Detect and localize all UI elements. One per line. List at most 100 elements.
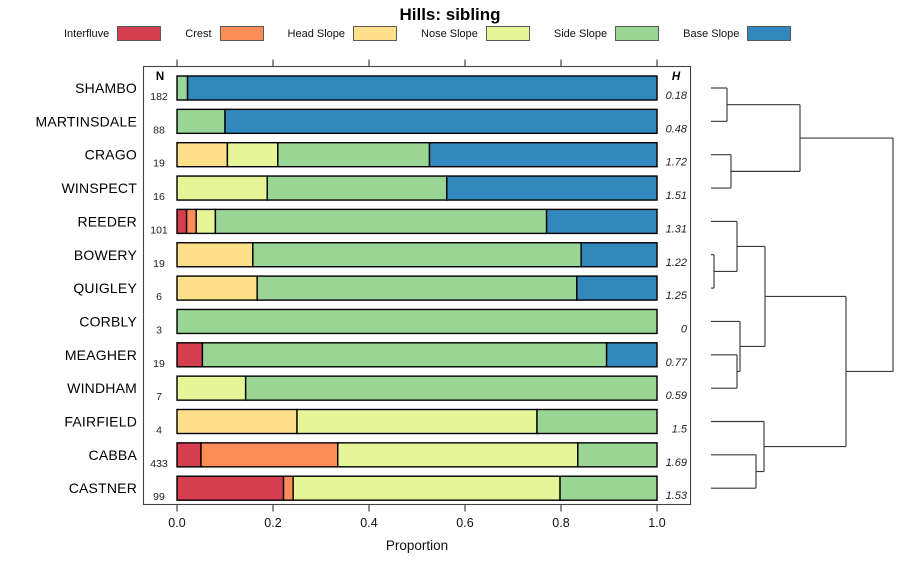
legend-item-base-slope: Base Slope (683, 26, 792, 41)
bar-segment-nose-slope (176, 375, 247, 401)
bars (176, 75, 658, 501)
n-value: 3 (156, 324, 162, 336)
bar-segment-head-slope (176, 408, 298, 435)
bar-segment-side-slope (176, 308, 658, 335)
bar-segment-interfluve (176, 475, 285, 501)
h-value: 0 (681, 323, 688, 335)
bar-segment-nose-slope (226, 141, 279, 168)
bar-segment-head-slope (176, 242, 254, 268)
bar-segment-interfluve (176, 208, 188, 235)
n-value: 6 (156, 291, 162, 303)
n-value: 19 (153, 358, 165, 370)
row-label: SHAMBO (75, 80, 137, 96)
x-axis-label: Proportion (385, 538, 449, 553)
bar-segment-interfluve (176, 342, 204, 368)
h-value: 0.18 (666, 90, 688, 102)
legend: Interfluve Crest Head Slope Nose Slope Side … (64, 26, 792, 41)
legend-swatch-interfluve (117, 26, 162, 41)
legend-item-side-slope: Side Slope (553, 26, 660, 41)
h-value: 1.5 (672, 424, 688, 436)
n-value: 182 (150, 91, 168, 103)
bar-segment-side-slope (277, 141, 431, 168)
row-label: CABBA (89, 447, 138, 463)
legend-label-base-slope: Base Slope (683, 27, 740, 40)
bar-segment-nose-slope (337, 442, 579, 468)
bar-segment-base-slope (580, 242, 658, 268)
legend-label-head-slope: Head Slope (287, 27, 346, 40)
legend-swatch-side-slope (615, 26, 660, 41)
bar-segment-side-slope (266, 175, 448, 201)
row-label: WINDHAM (67, 380, 137, 396)
h-value: 0.48 (666, 123, 688, 135)
n-value: 4 (156, 425, 162, 437)
row-label: CRAGO (85, 147, 137, 163)
legend-item-interfluve: Interfluve (64, 26, 162, 41)
bar-segment-side-slope (176, 108, 226, 135)
n-value: 19 (153, 258, 165, 270)
tick-label: 0.4 (360, 516, 377, 530)
bar-segment-crest (200, 442, 339, 468)
bar-segment-head-slope (176, 275, 258, 301)
bar-segment-crest (282, 475, 294, 501)
n-value: 88 (153, 124, 165, 136)
legend-swatch-nose-slope (485, 26, 530, 41)
bar-segment-nose-slope (195, 208, 217, 235)
n-value: 101 (150, 224, 168, 236)
h-value: 0.59 (666, 390, 687, 402)
row-label: WINSPECT (62, 180, 138, 196)
axis-ticks: 0.0 0.2 0.4 0.6 0.8 1.0 (168, 59, 666, 530)
legend-item-crest: Crest (185, 26, 264, 41)
legend-item-head-slope: Head Slope (288, 26, 398, 41)
bar-segment-side-slope (577, 442, 658, 468)
bar-segment-side-slope (201, 342, 608, 368)
legend-label-nose-slope: Nose Slope (421, 27, 478, 40)
tick-label: 0.6 (456, 516, 473, 530)
legend-label-side-slope: Side Slope (553, 27, 608, 40)
bar-segment-side-slope (244, 375, 658, 401)
bar-segment-base-slope (576, 275, 658, 301)
bar-segment-base-slope (446, 175, 658, 201)
h-value: 1.51 (666, 190, 687, 202)
bar-segment-side-slope (536, 408, 658, 435)
n-value: 7 (156, 391, 162, 403)
n-value: 99 (153, 491, 165, 503)
n-column-header: N (156, 71, 164, 83)
legend-label-interfluve: Interfluve (64, 27, 110, 40)
h-value: 1.72 (666, 157, 687, 169)
chart-title: Hills: sibling (399, 5, 501, 24)
legend-swatch-base-slope (747, 26, 792, 41)
bar-segment-nose-slope (296, 408, 538, 435)
row-label: CORBLY (79, 313, 137, 329)
plot-box (142, 65, 692, 506)
row-label: FAIRFIELD (64, 414, 137, 430)
tick-label: 0.8 (552, 516, 569, 530)
row-label: QUIGLEY (73, 280, 137, 296)
row-label: BOWERY (74, 247, 138, 263)
h-value: 1.53 (666, 490, 688, 502)
bar-segment-side-slope (256, 275, 578, 301)
bar-segment-side-slope (559, 475, 658, 501)
bar-segment-nose-slope (292, 475, 561, 501)
bar-segment-crest (185, 208, 197, 235)
bar-segment-nose-slope (176, 175, 268, 201)
tick-label: 0.2 (264, 516, 281, 530)
bar-segment-base-slope (186, 75, 658, 101)
bar-segment-base-slope (428, 141, 658, 168)
legend-swatch-crest (219, 26, 264, 41)
n-value: 19 (153, 158, 165, 170)
bar-segment-base-slope (545, 208, 658, 235)
h-value: 1.31 (666, 223, 687, 235)
dendrogram (711, 87, 894, 489)
bar-segment-base-slope (605, 342, 658, 368)
row-label: MEAGHER (65, 347, 137, 363)
row-label: CASTNER (69, 480, 137, 496)
h-value: 0.77 (666, 357, 688, 369)
legend-label-crest: Crest (185, 27, 212, 40)
tick-label: 0.0 (168, 516, 185, 530)
h-value: 1.25 (666, 290, 688, 302)
bar-segment-base-slope (224, 108, 658, 135)
bar-segment-interfluve (176, 442, 202, 468)
bar-segment-side-slope (252, 242, 582, 268)
